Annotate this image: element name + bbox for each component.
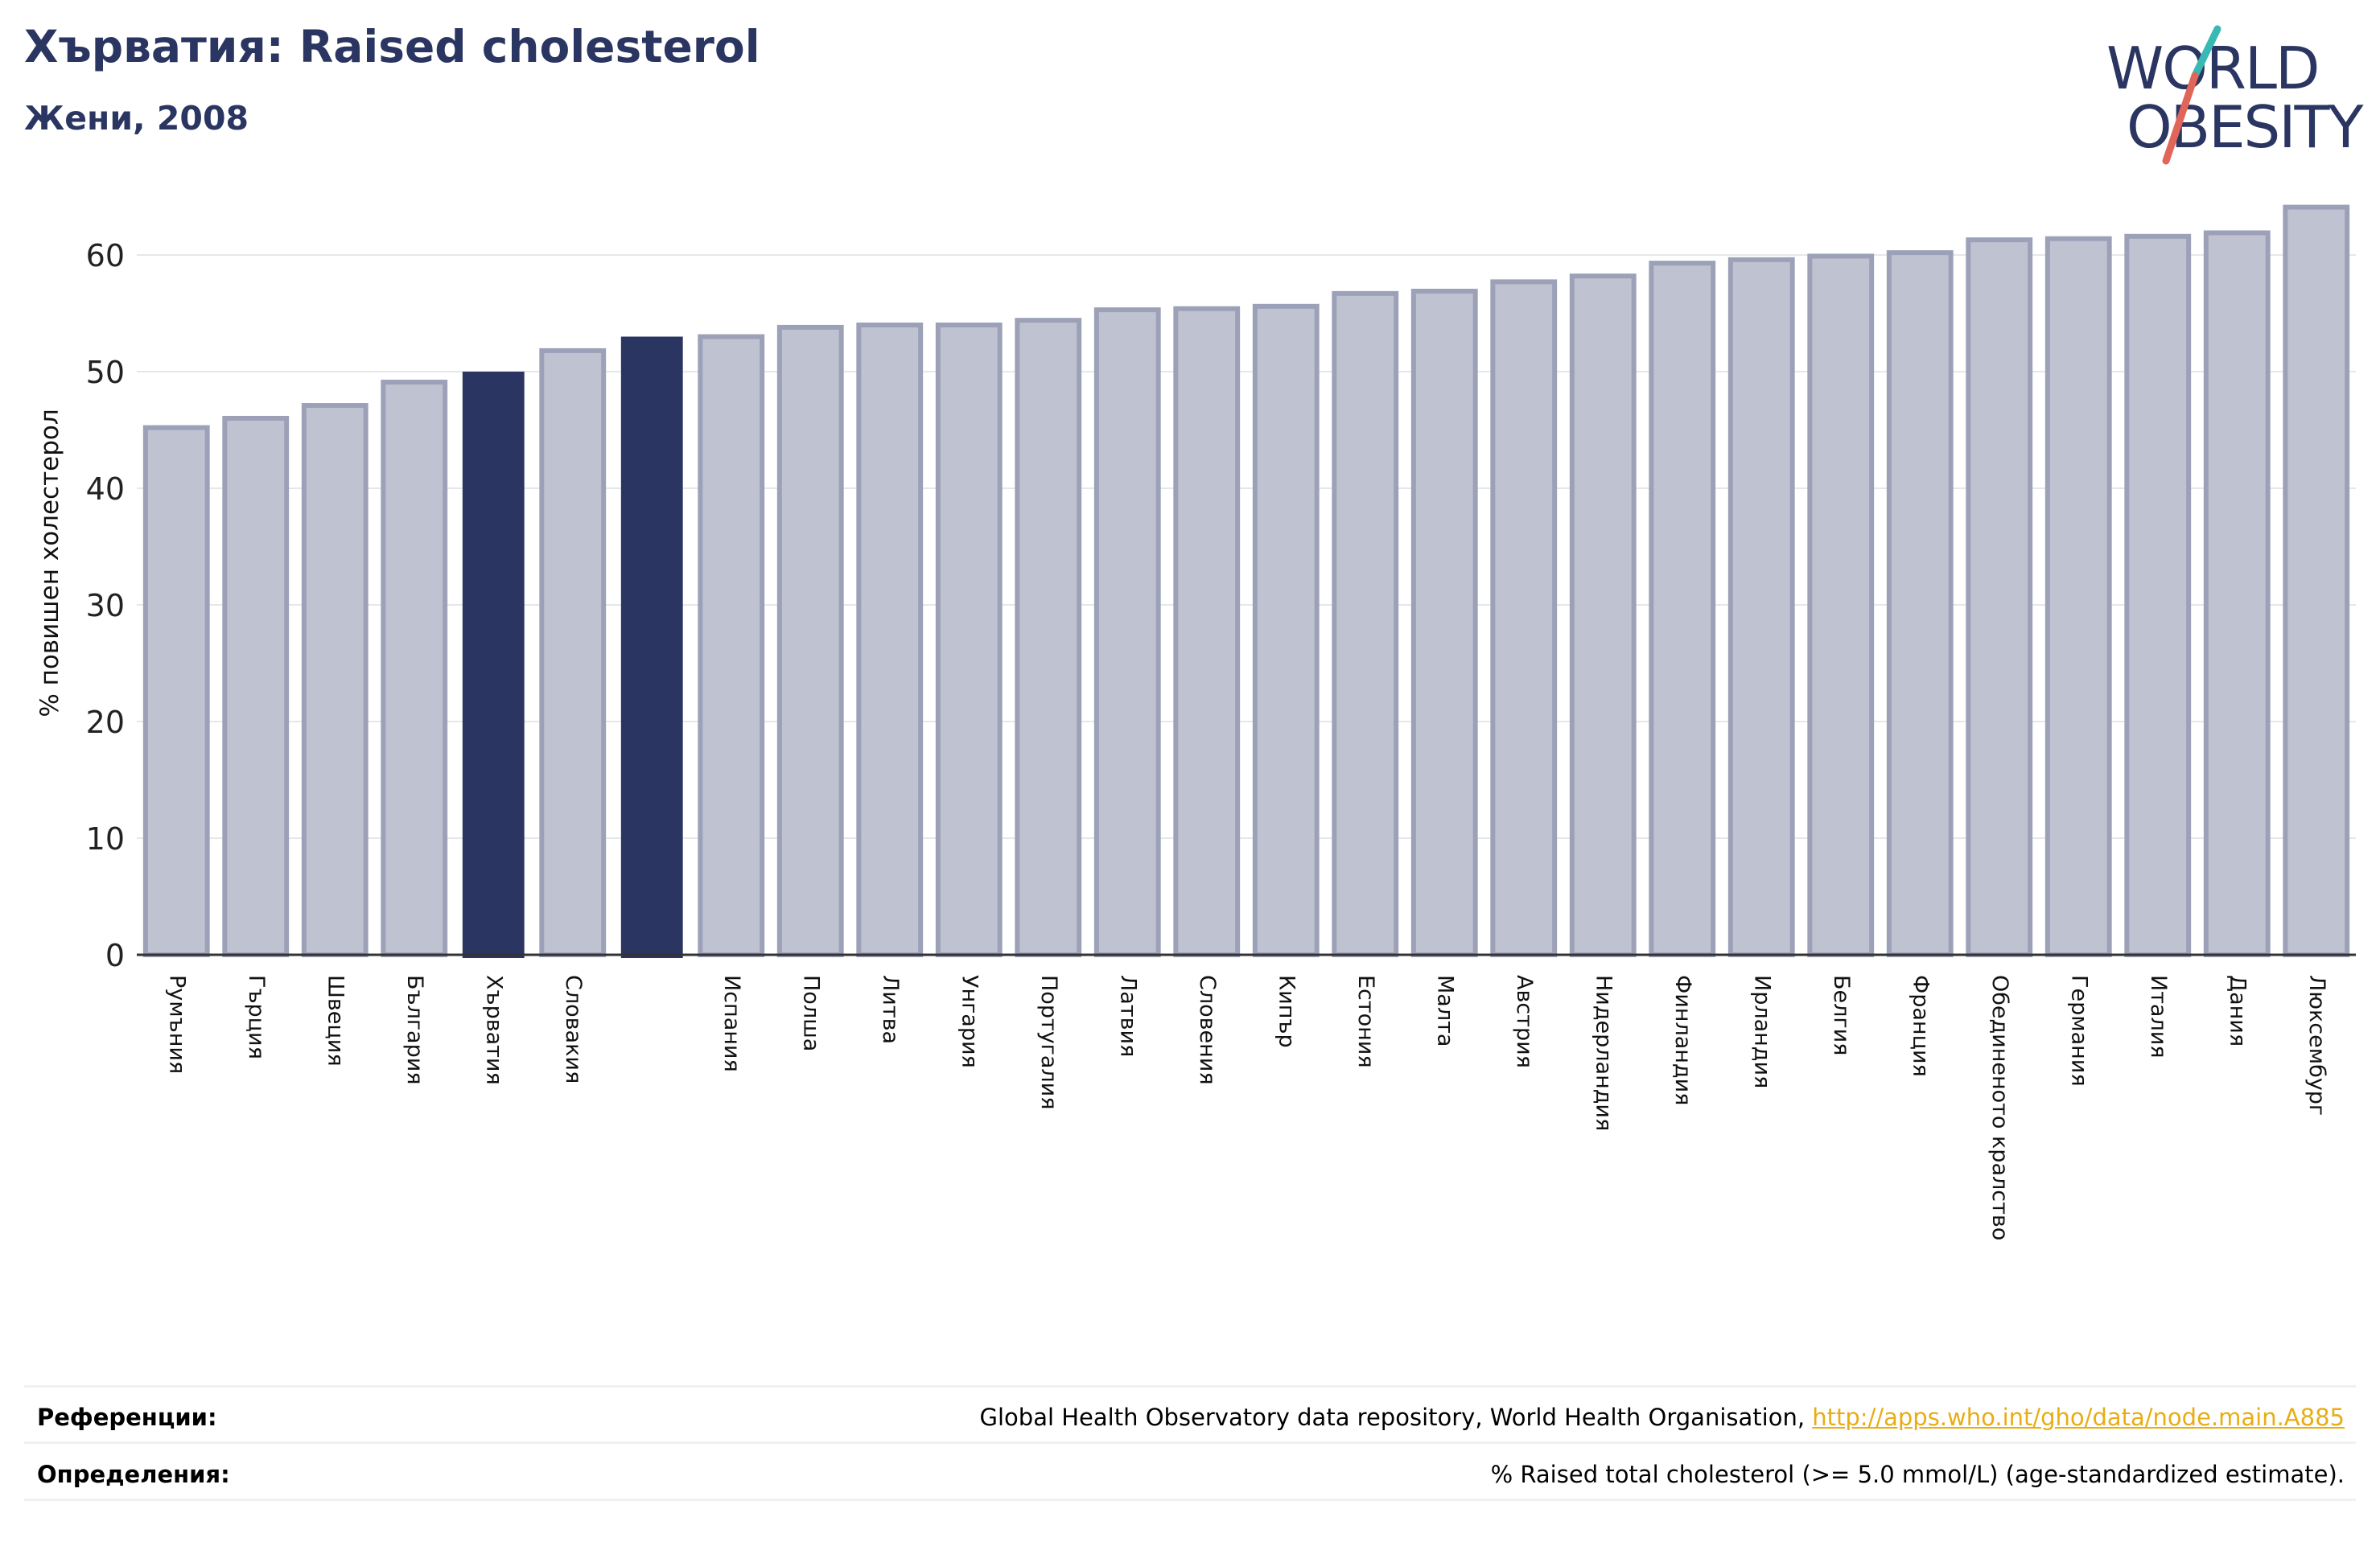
bar — [2044, 236, 2112, 957]
y-tick-label: 60 — [86, 238, 125, 273]
x-tick-label: Испания — [719, 975, 744, 1072]
y-tick-label: 10 — [86, 821, 125, 857]
footer-divider-top — [24, 1385, 2356, 1388]
bar — [222, 416, 290, 957]
y-axis-label: % повишен холестерол — [35, 409, 64, 717]
definitions-label: Определения: — [37, 1461, 230, 1488]
x-tick-label: Словакия — [561, 975, 586, 1084]
x-tick-label: Франция — [1908, 975, 1933, 1077]
footer-divider-bottom — [24, 1499, 2356, 1501]
references-text: Global Health Observatory data repositor… — [980, 1404, 2345, 1431]
x-tick-label: Ирландия — [1749, 975, 1774, 1088]
bar — [1727, 257, 1795, 957]
bar — [1332, 290, 1399, 958]
bar — [2283, 204, 2350, 957]
bar — [1807, 253, 1875, 957]
page-title: Хърватия: Raised cholesterol — [24, 21, 760, 72]
bar — [1093, 307, 1161, 957]
y-tick-label: 30 — [86, 588, 125, 623]
bar-highlighted — [620, 336, 683, 958]
x-tick-label: България — [402, 975, 427, 1085]
bar — [1966, 237, 2033, 957]
references-source: Global Health Observatory data repositor… — [979, 1404, 1813, 1431]
x-tick-label: Словения — [1195, 975, 1220, 1085]
x-tick-label: Малта — [1432, 975, 1457, 1047]
logo-slash-red — [2162, 72, 2199, 165]
bar — [381, 380, 448, 957]
x-tick-label: Полша — [798, 975, 823, 1051]
bar — [1490, 279, 1558, 958]
x-tick-label: Швеция — [323, 975, 348, 1067]
x-tick-label: Естония — [1353, 975, 1378, 1068]
bar — [2124, 233, 2192, 957]
x-tick-label: Дания — [2225, 975, 2250, 1047]
bar — [1649, 261, 1716, 957]
y-tick-label: 40 — [86, 471, 125, 507]
bar — [1173, 306, 1241, 957]
definitions-text: % Raised total cholesterol (>= 5.0 mmol/… — [1490, 1461, 2345, 1488]
x-tick-label: Люксембург — [2304, 975, 2329, 1116]
bar — [1015, 318, 1082, 957]
x-tick-label: Обединеното кралство — [1987, 975, 2012, 1240]
x-tick-label: Унгария — [957, 975, 982, 1068]
y-tick-label: 50 — [86, 355, 125, 390]
bar-chart: 0 10 20 30 40 50 60 % повишен холестерол Румъния… — [35, 204, 2356, 1240]
bar — [856, 323, 924, 957]
x-tick-label: Румъния — [164, 975, 189, 1074]
x-tick-label: Литва — [878, 975, 903, 1044]
bar — [1569, 273, 1637, 958]
bar — [301, 403, 369, 957]
references-label: Референции: — [37, 1404, 217, 1431]
bar — [935, 323, 1003, 957]
references-link[interactable]: http://apps.who.int/gho/data/node.main.A… — [1812, 1404, 2345, 1431]
x-tick-label: Латвия — [1115, 975, 1140, 1057]
y-tick-label: 0 — [105, 938, 125, 973]
bar — [1252, 303, 1320, 957]
x-tick-label: Италия — [2146, 975, 2171, 1059]
x-tick-label: Нидерландия — [1591, 975, 1616, 1131]
x-tick-label: Германия — [2066, 975, 2091, 1087]
logo-slash-teal — [2191, 25, 2221, 80]
y-tick-label: 20 — [86, 705, 125, 740]
bar — [539, 347, 607, 957]
bar — [142, 425, 210, 957]
bar — [698, 334, 765, 957]
x-tick-label: Кипър — [1274, 975, 1299, 1048]
x-tick-label: Австрия — [1512, 975, 1537, 1068]
footer-divider-middle — [24, 1441, 2356, 1444]
x-tick-label: Португалия — [1036, 975, 1061, 1109]
bar-highlighted — [462, 372, 525, 958]
world-obesity-logo: WORLD OBESITY — [2106, 25, 2366, 165]
x-tick-label: Финландия — [1670, 975, 1695, 1105]
bar — [776, 324, 844, 957]
bar — [2203, 230, 2271, 957]
x-tick-label: Гърция — [244, 975, 269, 1059]
bar — [1886, 250, 1954, 958]
bar — [1410, 288, 1478, 957]
x-tick-label: Белгия — [1829, 975, 1854, 1055]
x-tick-label: Хърватия — [481, 975, 506, 1085]
page-subtitle: Жени, 2008 — [24, 99, 249, 138]
